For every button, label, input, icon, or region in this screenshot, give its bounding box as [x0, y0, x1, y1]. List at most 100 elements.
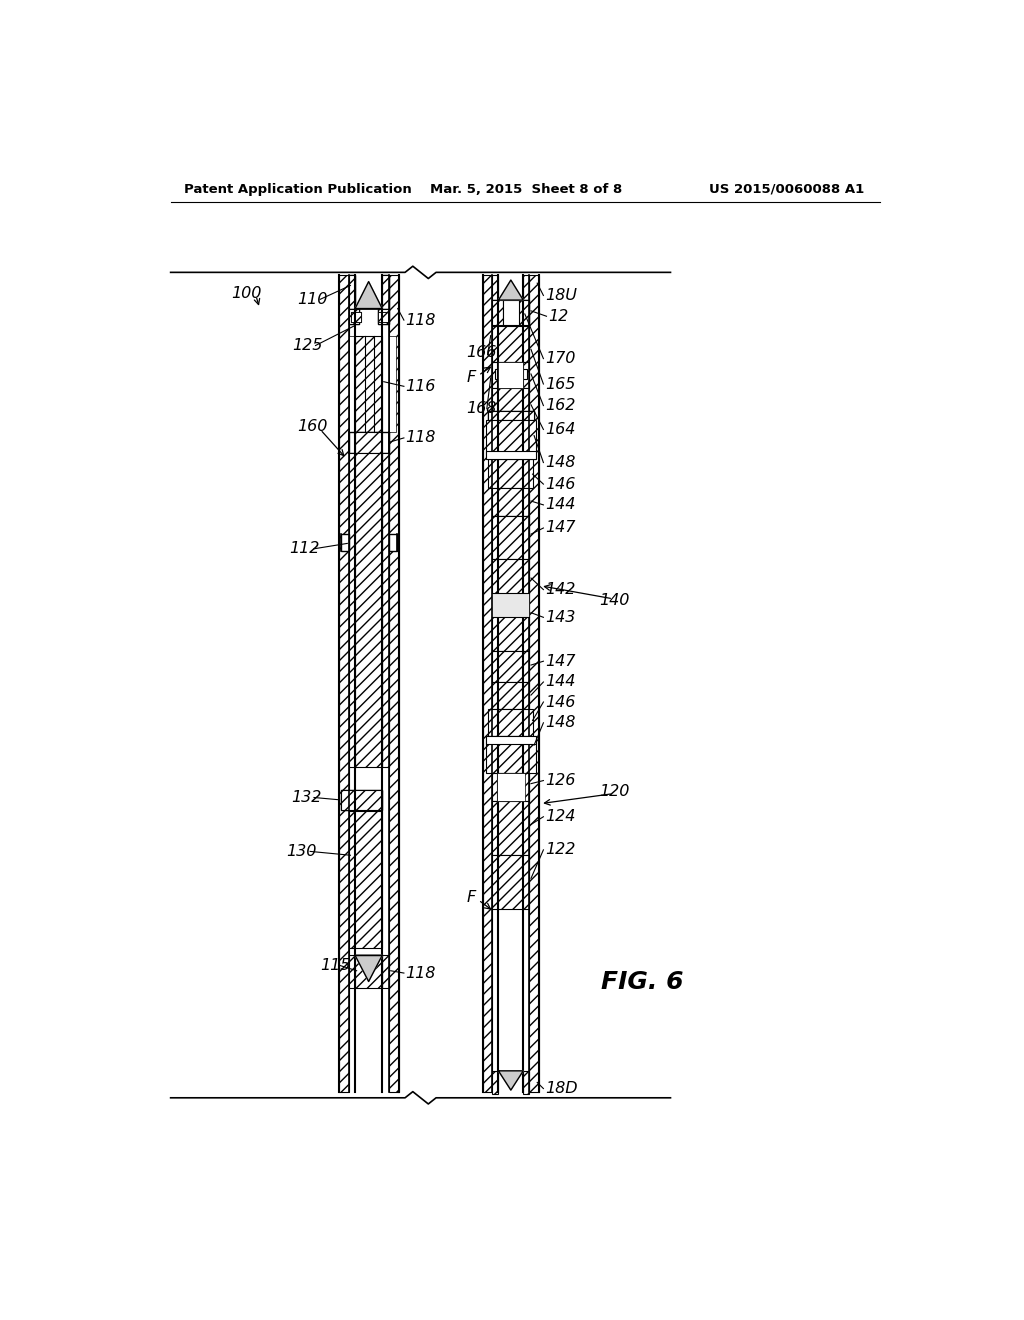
Polygon shape — [355, 281, 382, 309]
Bar — [483, 276, 493, 1093]
Bar — [499, 909, 523, 1094]
Bar — [487, 411, 535, 420]
Bar — [378, 313, 388, 322]
Bar — [349, 309, 359, 323]
Bar — [493, 1071, 499, 1094]
Bar — [382, 956, 389, 987]
Text: US 2015/0060088 A1: US 2015/0060088 A1 — [709, 182, 864, 195]
Bar — [486, 737, 536, 743]
Text: 18D: 18D — [545, 1081, 578, 1096]
Bar — [349, 276, 355, 309]
Bar — [355, 432, 382, 453]
Bar — [523, 276, 529, 300]
Bar — [349, 453, 355, 767]
Bar — [493, 801, 529, 855]
Bar — [486, 737, 536, 774]
Bar — [493, 276, 499, 300]
Text: 118: 118 — [406, 313, 436, 327]
Text: 18U: 18U — [545, 288, 577, 304]
Text: 140: 140 — [599, 593, 630, 609]
Bar — [378, 309, 389, 323]
Bar — [495, 368, 504, 379]
Text: 116: 116 — [406, 379, 436, 393]
Text: 110: 110 — [297, 292, 328, 306]
Bar — [488, 459, 534, 488]
Text: 148: 148 — [545, 715, 575, 730]
Text: 164: 164 — [545, 422, 575, 437]
Text: 168: 168 — [467, 401, 497, 416]
Bar — [486, 420, 536, 459]
Text: F: F — [467, 890, 476, 906]
Text: 132: 132 — [291, 789, 322, 805]
Text: 118: 118 — [406, 965, 436, 981]
Bar — [499, 326, 523, 363]
Bar — [493, 326, 529, 363]
Bar — [389, 335, 396, 432]
Bar — [355, 335, 382, 432]
Bar — [493, 516, 529, 558]
Text: 170: 170 — [545, 351, 575, 366]
Text: 148: 148 — [545, 455, 575, 470]
Text: 143: 143 — [545, 610, 575, 624]
Polygon shape — [499, 1071, 523, 1090]
Bar — [487, 411, 535, 420]
Bar — [518, 300, 529, 325]
Bar — [503, 300, 518, 325]
Bar — [339, 276, 349, 1093]
Bar — [349, 309, 359, 323]
Text: 12: 12 — [548, 309, 568, 323]
Text: 160: 160 — [297, 418, 328, 434]
Bar — [349, 335, 355, 432]
Bar — [493, 682, 529, 709]
Bar — [488, 709, 534, 737]
Text: 144: 144 — [545, 675, 575, 689]
Bar — [493, 388, 529, 420]
Bar — [529, 276, 539, 1093]
Text: 144: 144 — [545, 498, 575, 512]
Text: F: F — [467, 370, 476, 384]
Bar — [518, 300, 529, 325]
Bar — [493, 363, 529, 388]
Text: Patent Application Publication: Patent Application Publication — [183, 182, 412, 195]
Bar — [493, 300, 503, 325]
Bar — [389, 535, 397, 552]
Text: 147: 147 — [545, 653, 575, 669]
Bar — [493, 774, 529, 801]
Text: 125: 125 — [292, 338, 323, 352]
Bar — [523, 1071, 529, 1094]
Text: 146: 146 — [545, 694, 575, 710]
Bar — [349, 956, 355, 987]
Bar — [493, 516, 529, 558]
Bar — [518, 368, 527, 379]
Bar — [493, 594, 529, 616]
Bar — [351, 313, 360, 322]
Bar — [499, 363, 523, 388]
Text: 130: 130 — [286, 843, 316, 859]
Text: 166: 166 — [467, 345, 497, 360]
Bar — [355, 956, 382, 987]
Text: 146: 146 — [545, 477, 575, 491]
Text: Mar. 5, 2015  Sheet 8 of 8: Mar. 5, 2015 Sheet 8 of 8 — [430, 182, 623, 195]
Text: FIG. 6: FIG. 6 — [601, 970, 683, 994]
Bar — [486, 451, 536, 459]
Bar — [493, 855, 529, 909]
Bar — [349, 432, 389, 453]
Text: 115: 115 — [321, 958, 350, 973]
Text: 162: 162 — [545, 399, 575, 413]
Text: 112: 112 — [289, 541, 319, 556]
Bar — [382, 453, 389, 767]
Bar — [351, 313, 360, 322]
Text: 120: 120 — [599, 784, 630, 799]
Bar — [341, 789, 382, 810]
Bar — [341, 535, 349, 552]
Text: 142: 142 — [545, 582, 575, 597]
Text: 147: 147 — [545, 520, 575, 536]
Bar — [349, 276, 355, 309]
Text: 165: 165 — [545, 376, 575, 392]
Text: 122: 122 — [545, 842, 575, 858]
Bar — [493, 300, 503, 325]
Bar — [382, 276, 389, 309]
Polygon shape — [355, 956, 382, 982]
Bar — [497, 774, 525, 801]
Text: 100: 100 — [231, 285, 261, 301]
